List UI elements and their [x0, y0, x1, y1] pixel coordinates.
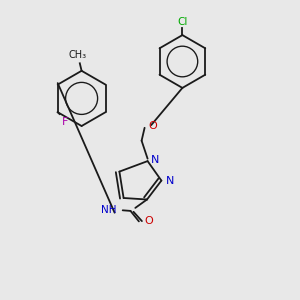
Text: O: O [148, 121, 157, 131]
Text: CH₃: CH₃ [69, 50, 87, 60]
Text: NH: NH [100, 205, 116, 215]
Text: N: N [151, 154, 160, 165]
Text: Cl: Cl [177, 17, 188, 27]
Text: N: N [166, 176, 174, 186]
Text: F: F [62, 117, 69, 127]
Text: O: O [144, 216, 153, 226]
